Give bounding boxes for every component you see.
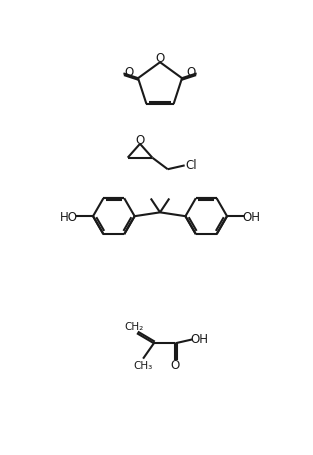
Text: O: O (136, 133, 145, 147)
Text: O: O (187, 66, 196, 79)
Text: CH₂: CH₂ (124, 322, 143, 332)
Text: O: O (171, 359, 180, 371)
Text: O: O (155, 52, 165, 65)
Text: CH₃: CH₃ (133, 360, 153, 370)
Text: HO: HO (60, 210, 78, 223)
Text: O: O (124, 66, 133, 79)
Text: OH: OH (242, 210, 260, 223)
Text: Cl: Cl (185, 159, 197, 172)
Text: OH: OH (190, 333, 208, 345)
